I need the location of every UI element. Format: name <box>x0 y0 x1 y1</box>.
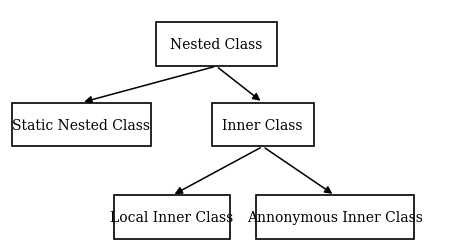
FancyBboxPatch shape <box>256 196 414 240</box>
Text: Annonymous Inner Class: Annonymous Inner Class <box>247 210 423 224</box>
FancyBboxPatch shape <box>156 23 277 67</box>
Text: Inner Class: Inner Class <box>222 118 303 132</box>
Text: Nested Class: Nested Class <box>170 38 262 52</box>
Text: Static Nested Class: Static Nested Class <box>13 118 150 132</box>
FancyBboxPatch shape <box>114 196 230 240</box>
FancyBboxPatch shape <box>12 103 151 147</box>
Text: Local Inner Class: Local Inner Class <box>110 210 234 224</box>
FancyBboxPatch shape <box>212 103 314 147</box>
